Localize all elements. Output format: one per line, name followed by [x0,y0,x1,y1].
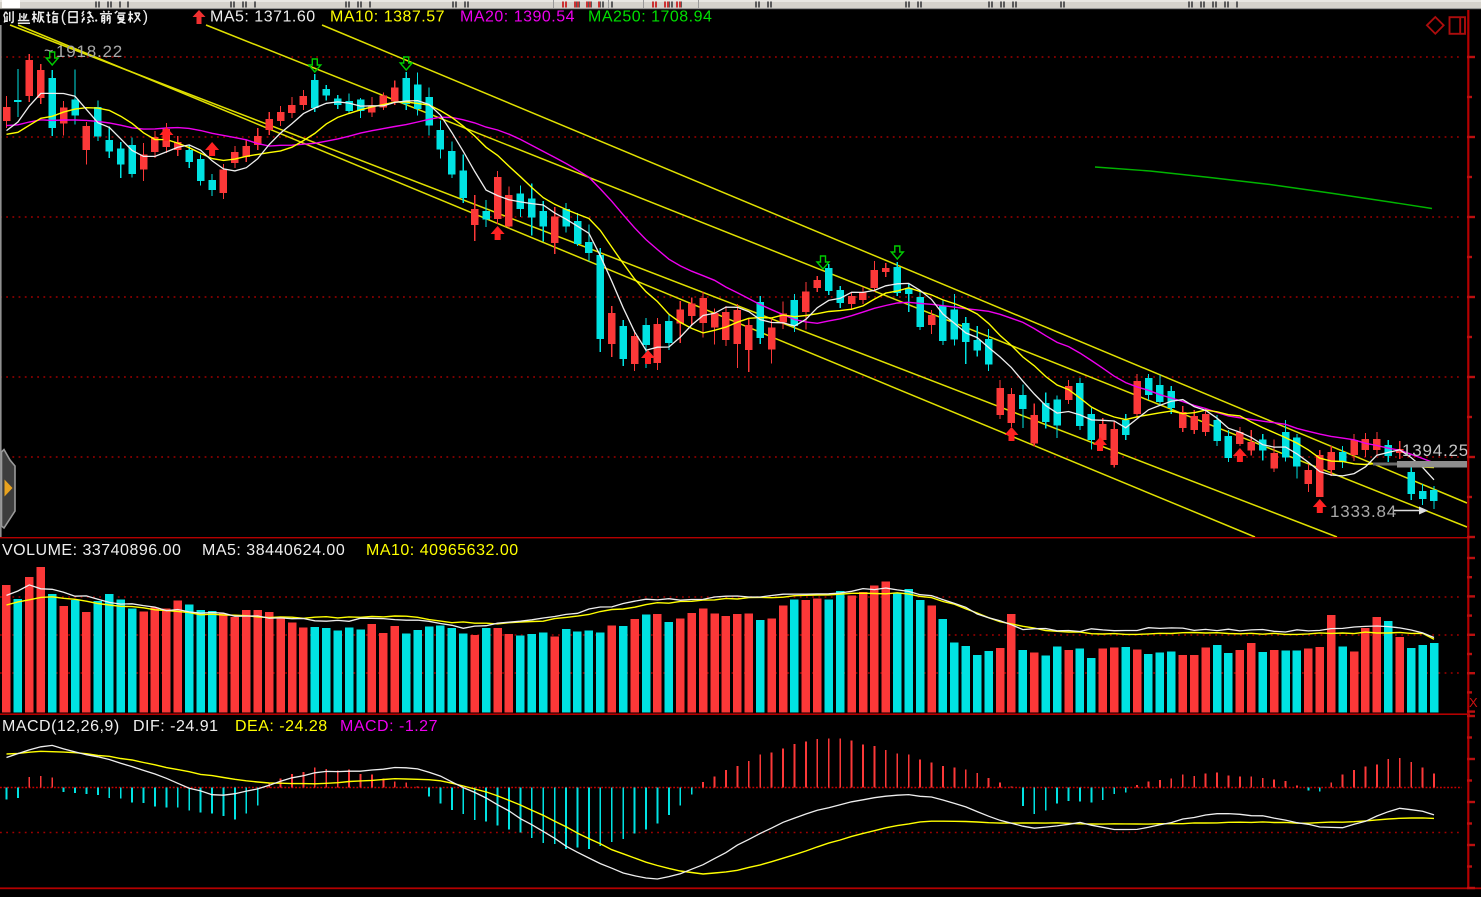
svg-text:~: ~ [44,43,54,60]
svg-text:1918.22: 1918.22 [56,42,123,61]
svg-text:DEA: -24.28: DEA: -24.28 [235,718,328,735]
svg-text:MA10: 1387.57: MA10: 1387.57 [330,9,445,26]
svg-text:1394.25: 1394.25 [1402,441,1469,460]
svg-text:VOLUME: 33740896.00: VOLUME: 33740896.00 [2,542,181,559]
svg-text:MA5: 38440624.00: MA5: 38440624.00 [202,542,345,559]
svg-text:MA10: 40965632.00: MA10: 40965632.00 [366,542,519,559]
svg-text:MA20: 1390.54: MA20: 1390.54 [460,9,575,26]
svg-text:MACD(12,26,9): MACD(12,26,9) [2,718,120,735]
svg-text:X: X [1469,695,1478,710]
svg-text:MA250: 1708.94: MA250: 1708.94 [588,9,712,26]
svg-text:MA5: 1371.60: MA5: 1371.60 [210,9,316,26]
svg-text:1333.84: 1333.84 [1330,502,1397,521]
svg-text:): ) [143,9,149,26]
svg-text:MACD: -1.27: MACD: -1.27 [340,718,438,735]
svg-text:(: ( [61,9,67,26]
svg-text:DIF: -24.91: DIF: -24.91 [133,718,219,735]
